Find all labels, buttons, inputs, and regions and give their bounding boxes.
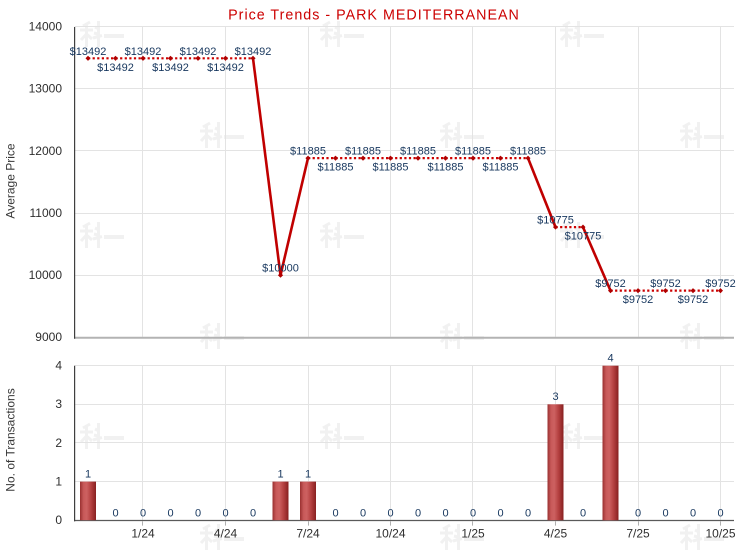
svg-text:7/24: 7/24: [296, 527, 320, 541]
svg-text:0: 0: [55, 513, 62, 527]
svg-text:$11885: $11885: [428, 162, 464, 174]
svg-text:12000: 12000: [29, 144, 63, 158]
svg-text:0: 0: [222, 508, 228, 520]
svg-text:0: 0: [525, 508, 531, 520]
svg-text:7/25: 7/25: [626, 527, 650, 541]
svg-text:$11885: $11885: [373, 162, 409, 174]
svg-text:1: 1: [85, 468, 91, 480]
svg-text:$9752: $9752: [650, 278, 681, 290]
svg-text:0: 0: [360, 508, 366, 520]
svg-text:2: 2: [55, 436, 62, 450]
svg-text:$11885: $11885: [455, 146, 491, 158]
svg-text:$11885: $11885: [318, 162, 354, 174]
svg-text:1: 1: [277, 468, 283, 480]
svg-text:0: 0: [250, 508, 256, 520]
svg-text:$13492: $13492: [125, 46, 162, 58]
svg-text:0: 0: [112, 508, 118, 520]
svg-text:0: 0: [717, 508, 723, 520]
svg-text:$11885: $11885: [510, 146, 546, 158]
svg-text:0: 0: [580, 508, 586, 520]
svg-text:0: 0: [442, 508, 448, 520]
svg-text:$10000: $10000: [262, 263, 299, 275]
svg-text:$9752: $9752: [705, 278, 736, 290]
svg-text:0: 0: [662, 508, 668, 520]
svg-text:13000: 13000: [29, 82, 63, 96]
svg-text:9000: 9000: [35, 330, 62, 344]
svg-text:$9752: $9752: [678, 294, 709, 306]
svg-text:4/24: 4/24: [214, 527, 238, 541]
svg-text:$13492: $13492: [152, 62, 189, 74]
svg-text:0: 0: [470, 508, 476, 520]
svg-text:0: 0: [387, 508, 393, 520]
svg-text:11000: 11000: [30, 206, 63, 220]
svg-text:4: 4: [607, 353, 613, 365]
svg-text:$10775: $10775: [565, 231, 602, 243]
svg-text:$13492: $13492: [180, 46, 217, 58]
svg-text:4/25: 4/25: [544, 527, 568, 541]
svg-text:No. of Transactions: No. of Transactions: [4, 388, 18, 491]
svg-text:$9752: $9752: [623, 294, 654, 306]
svg-text:10000: 10000: [29, 268, 63, 282]
svg-text:$13492: $13492: [70, 46, 107, 58]
svg-text:0: 0: [332, 508, 338, 520]
svg-text:$11885: $11885: [290, 146, 326, 158]
svg-text:1: 1: [55, 474, 62, 488]
svg-text:$13492: $13492: [235, 46, 272, 58]
svg-text:$13492: $13492: [207, 62, 244, 74]
svg-text:3: 3: [55, 397, 62, 411]
svg-text:0: 0: [195, 508, 201, 520]
svg-text:0: 0: [690, 508, 696, 520]
svg-text:4: 4: [55, 359, 62, 373]
svg-text:1: 1: [305, 468, 311, 480]
svg-text:$11885: $11885: [345, 146, 381, 158]
svg-text:0: 0: [635, 508, 641, 520]
svg-text:1/25: 1/25: [461, 527, 485, 541]
svg-text:$11885: $11885: [483, 162, 519, 174]
svg-text:$11885: $11885: [400, 146, 436, 158]
svg-text:Average Price: Average Price: [4, 143, 18, 218]
svg-text:0: 0: [167, 508, 173, 520]
svg-text:0: 0: [497, 508, 503, 520]
svg-text:0: 0: [415, 508, 421, 520]
svg-text:$9752: $9752: [595, 278, 626, 290]
svg-text:1/24: 1/24: [131, 527, 155, 541]
svg-text:10/25: 10/25: [705, 527, 735, 541]
svg-text:$13492: $13492: [97, 62, 134, 74]
svg-text:10/24: 10/24: [375, 527, 405, 541]
svg-text:0: 0: [140, 508, 146, 520]
svg-text:$10775: $10775: [537, 215, 574, 227]
svg-text:14000: 14000: [29, 20, 63, 34]
svg-text:Price Trends - PARK MEDITERRAN: Price Trends - PARK MEDITERRANEAN: [228, 8, 520, 24]
svg-text:3: 3: [552, 391, 558, 403]
